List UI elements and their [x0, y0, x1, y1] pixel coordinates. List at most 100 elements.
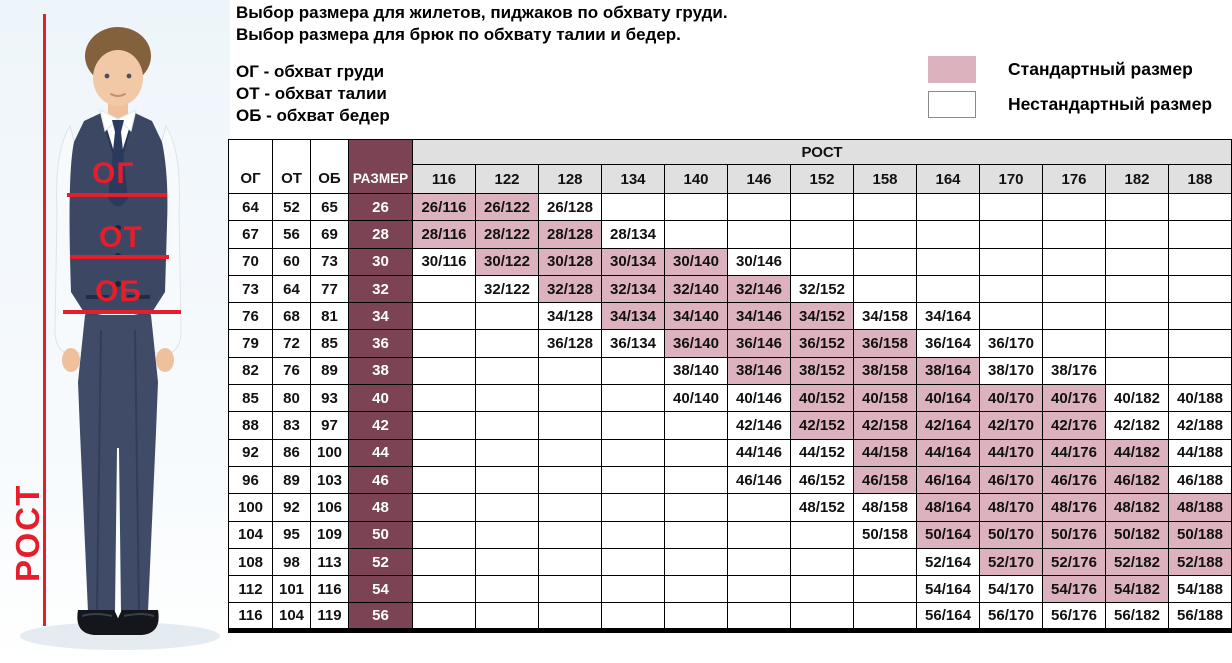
size-height-cell-empty	[1042, 192, 1106, 222]
size-column-header: РАЗМЕР	[348, 139, 413, 194]
size-height-cell-empty	[664, 438, 728, 467]
size-height-cell-standard: 50/188	[1168, 520, 1232, 549]
size-height-cell-standard: 30/140	[664, 247, 728, 276]
size-height-cell-standard: 42/152	[790, 411, 854, 440]
size-height-cell-nonstandard: 46/188	[1168, 465, 1232, 495]
size-height-cell-empty	[538, 411, 602, 440]
size-height-cell-empty	[1168, 274, 1232, 304]
size-height-cell-empty	[916, 192, 980, 222]
size-height-cell-empty	[412, 602, 476, 631]
chest-value: 96	[228, 465, 273, 495]
waist-value: 52	[272, 192, 311, 222]
size-height-cell-empty	[979, 247, 1043, 276]
size-value: 56	[348, 602, 413, 631]
size-height-cell-empty	[979, 302, 1043, 331]
legend: Стандартный размер Нестандартный размер	[928, 55, 1212, 125]
table-row: 112 101 116 54 54/164 54/170 54/176 54/182 54/18…	[228, 575, 1232, 604]
hips-value: 93	[310, 384, 349, 413]
size-height-cell-empty	[475, 302, 539, 331]
size-height-cell-empty	[1105, 220, 1169, 249]
size-height-cell-empty	[727, 220, 791, 249]
size-height-cell-nonstandard: 26/128	[538, 192, 602, 222]
size-height-cell-empty	[727, 575, 791, 604]
abbreviation-item-hips: ОБ - обхват бедер	[236, 106, 390, 125]
hips-column-header: ОБ	[310, 139, 349, 194]
size-height-cell-empty	[853, 575, 917, 604]
size-height-cell-standard: 48/176	[1042, 493, 1106, 522]
size-height-cell-empty	[853, 547, 917, 577]
rost-group-header: РОСТ	[412, 139, 1232, 165]
size-height-cell-standard: 44/164	[916, 438, 980, 467]
page-title: Выбор размера для жилетов, пиджаков по о…	[236, 2, 728, 46]
size-height-cell-empty	[727, 493, 791, 522]
size-height-cell-empty	[727, 192, 791, 222]
size-height-cell-nonstandard: 56/170	[979, 602, 1043, 631]
size-height-cell-empty	[601, 192, 665, 222]
size-height-cell-nonstandard: 56/182	[1105, 602, 1169, 631]
rost-header-row: ОГ ОТ ОБ РАЗМЕР РОСТ	[228, 139, 1232, 194]
size-height-cell-empty	[601, 520, 665, 549]
size-height-cell-standard: 40/164	[916, 384, 980, 413]
size-height-cell-empty	[475, 602, 539, 631]
hips-value: 69	[310, 220, 349, 249]
size-height-cell-empty	[475, 438, 539, 467]
size-height-cell-empty	[475, 493, 539, 522]
waist-value: 60	[272, 247, 311, 276]
size-height-cell-standard: 52/176	[1042, 547, 1106, 577]
standard-size-swatch	[928, 55, 976, 83]
size-height-cell-empty	[475, 547, 539, 577]
size-height-cell-empty	[412, 384, 476, 413]
hips-value: 100	[310, 438, 349, 467]
size-height-cell-empty	[1168, 302, 1232, 331]
size-height-cell-standard: 46/182	[1105, 465, 1169, 495]
size-height-cell-empty	[1042, 302, 1106, 331]
size-height-cell-empty	[412, 274, 476, 304]
size-height-cell-empty	[1105, 247, 1169, 276]
size-height-cell-empty	[1105, 356, 1169, 386]
hips-value: 85	[310, 329, 349, 358]
size-height-cell-empty	[664, 465, 728, 495]
chest-value: 64	[228, 192, 273, 222]
size-height-cell-standard: 38/146	[727, 356, 791, 386]
size-height-cell-empty	[790, 192, 854, 222]
size-value: 28	[348, 220, 413, 249]
table-row: 92 86 100 44 44/146 44/152 44/158 44/164 44/170 4…	[228, 438, 1232, 467]
waist-value: 101	[272, 575, 311, 604]
size-height-cell-empty	[916, 220, 980, 249]
height-column-header: 134	[601, 164, 665, 194]
size-height-cell-nonstandard: 54/170	[979, 575, 1043, 604]
size-height-cell-empty	[1168, 356, 1232, 386]
size-value: 34	[348, 302, 413, 331]
size-value: 54	[348, 575, 413, 604]
nonstandard-size-swatch	[928, 90, 976, 118]
size-height-cell-empty	[475, 356, 539, 386]
size-height-cell-standard: 38/158	[853, 356, 917, 386]
chest-value: 100	[228, 493, 273, 522]
size-height-cell-empty	[412, 329, 476, 358]
table-row: 88 83 97 42 42/146 42/152 42/158 42/164 42/170 42…	[228, 411, 1232, 440]
size-height-cell-standard: 40/158	[853, 384, 917, 413]
size-height-cell-standard: 50/176	[1042, 520, 1106, 549]
size-height-cell-standard: 48/164	[916, 493, 980, 522]
size-table: ОГ ОТ ОБ РАЗМЕР РОСТ 116 122 128 134 140 146 1…	[228, 139, 1232, 633]
size-height-cell-empty	[601, 438, 665, 467]
size-height-cell-empty	[790, 220, 854, 249]
height-column-header: 158	[853, 164, 917, 194]
boy-model-illustration	[0, 0, 230, 663]
size-height-cell-empty	[538, 356, 602, 386]
hips-value: 89	[310, 356, 349, 386]
size-height-cell-nonstandard: 54/164	[916, 575, 980, 604]
size-height-cell-empty	[601, 575, 665, 604]
size-height-cell-nonstandard: 38/176	[1042, 356, 1106, 386]
chest-value: 108	[228, 547, 273, 577]
size-height-cell-nonstandard: 30/146	[727, 247, 791, 276]
size-height-cell-empty	[538, 465, 602, 495]
size-height-cell-empty	[790, 247, 854, 276]
hips-value: 106	[310, 493, 349, 522]
size-height-cell-empty	[1042, 274, 1106, 304]
chest-measure-line	[67, 193, 167, 197]
size-height-cell-nonstandard: 36/164	[916, 329, 980, 358]
size-height-cell-nonstandard: 44/146	[727, 438, 791, 467]
size-height-cell-standard: 28/128	[538, 220, 602, 249]
